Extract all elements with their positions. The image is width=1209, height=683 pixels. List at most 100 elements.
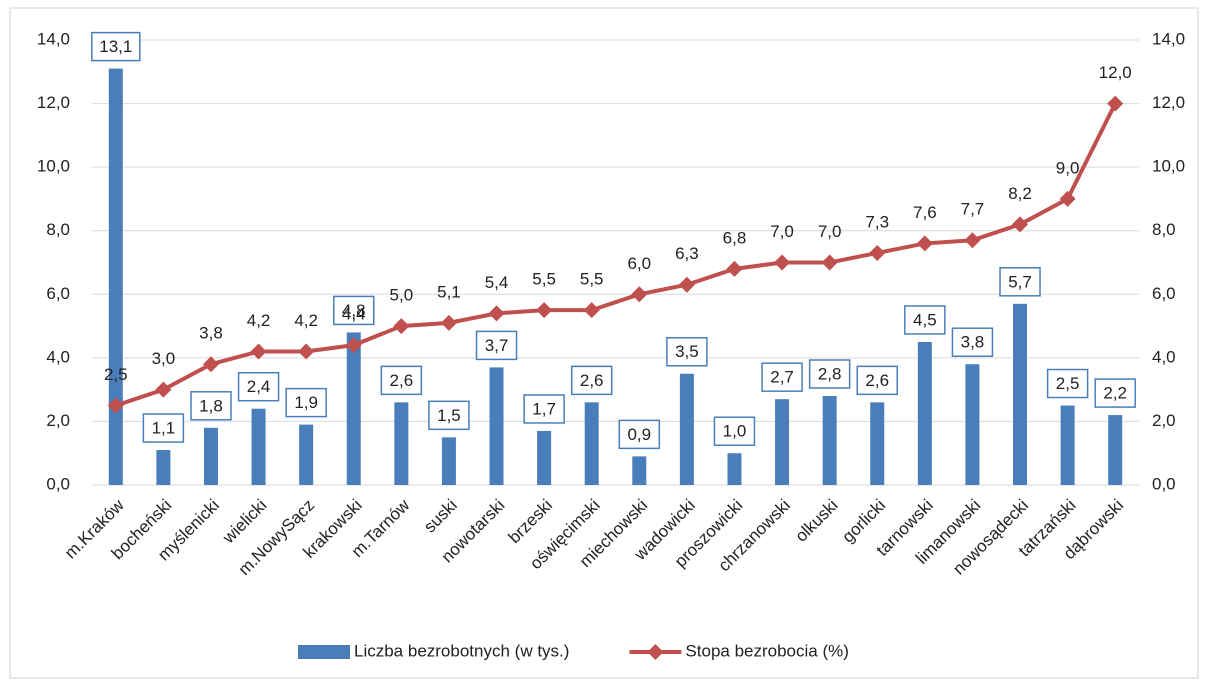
point: [726, 260, 743, 277]
data-label: 2,4: [247, 377, 271, 396]
point: [107, 397, 124, 414]
data-label: 2,8: [818, 364, 842, 383]
point: [440, 314, 457, 331]
point: [536, 302, 553, 319]
data-label: 4,2: [247, 311, 271, 330]
data-label: 3,8: [199, 324, 223, 343]
bar: [727, 453, 742, 485]
bar: [1013, 303, 1028, 485]
data-label-box: [666, 337, 708, 367]
bar: [679, 373, 694, 485]
data-label: 1,0: [723, 422, 747, 441]
y-tick-label: 12,0: [37, 93, 70, 112]
data-label: 9,0: [1056, 158, 1080, 177]
data-label-box: [856, 365, 898, 396]
data-label: 3,8: [961, 333, 985, 352]
data-label-box: [808, 359, 851, 389]
data-label: 5,5: [532, 270, 556, 289]
y-tick-label: 0,0: [46, 474, 70, 493]
data-label: 7,0: [770, 222, 794, 241]
data-label: 2,2: [1103, 384, 1127, 403]
legend-label: Liczba bezrobotnych (w tys.): [354, 641, 569, 660]
data-label: 1,1: [152, 419, 176, 438]
data-label: 1,7: [532, 399, 556, 418]
data-label-box: [285, 387, 327, 418]
bar: [965, 364, 980, 485]
point: [774, 254, 791, 271]
y-tick-label: 8,0: [46, 220, 70, 239]
bar: [156, 450, 171, 485]
data-label-box: [1094, 378, 1136, 408]
data-label: 7,7: [961, 200, 985, 219]
data-label: 8,2: [1008, 184, 1032, 203]
data-label-box: [91, 31, 141, 62]
data-label: 6,0: [627, 254, 651, 273]
bar: [489, 367, 504, 485]
point: [488, 305, 505, 322]
data-label: 7,3: [865, 212, 889, 231]
bar: [203, 427, 218, 485]
point: [250, 343, 267, 360]
y2-tick-label: 8,0: [1152, 220, 1176, 239]
bar: [394, 402, 409, 485]
line: [115, 102, 1117, 408]
data-label: 5,5: [580, 270, 604, 289]
data-label: 4,4: [342, 305, 366, 324]
y2-tick-label: 12,0: [1152, 93, 1185, 112]
data-label: 5,0: [390, 286, 414, 305]
y2-tick-label: 6,0: [1152, 284, 1176, 303]
bar: [822, 396, 837, 485]
data-label: 2,5: [1056, 374, 1080, 393]
data-label: 2,6: [390, 371, 414, 390]
data-label-box: [523, 394, 565, 424]
bar: [299, 424, 314, 485]
data-label: 3,7: [485, 336, 509, 355]
bar: [441, 437, 456, 485]
y-tick-label: 2,0: [46, 411, 70, 430]
data-label-box: [142, 413, 185, 443]
data-label: 7,0: [818, 222, 842, 241]
data-label: 2,5: [104, 365, 128, 384]
point: [821, 254, 838, 271]
bar: [584, 402, 599, 485]
point: [631, 286, 648, 303]
bar: [108, 68, 123, 485]
bar: [251, 408, 266, 485]
point: [393, 318, 410, 335]
bar: [346, 332, 361, 485]
point: [155, 381, 172, 398]
point: [916, 235, 933, 252]
data-label: 1,8: [199, 396, 223, 415]
data-label: 2,6: [865, 371, 889, 390]
data-label: 13,1: [99, 37, 132, 56]
y-tick-label: 10,0: [37, 157, 70, 176]
data-label-box: [618, 419, 661, 450]
data-label: 2,6: [580, 371, 604, 390]
data-label-box: [904, 305, 946, 335]
data-label: 3,0: [152, 349, 176, 368]
y2-tick-label: 2,0: [1152, 411, 1176, 430]
data-label: 12,0: [1099, 63, 1132, 82]
point: [1107, 95, 1124, 112]
data-label: 6,3: [675, 244, 699, 263]
data-label: 1,5: [437, 406, 461, 425]
legend-swatch: [298, 645, 350, 659]
data-label-box: [475, 330, 518, 361]
y2-tick-label: 14,0: [1152, 29, 1185, 48]
data-label-box: [999, 267, 1041, 297]
bar: [917, 341, 932, 485]
y2-tick-label: 4,0: [1152, 347, 1176, 366]
data-label: 1,9: [294, 393, 318, 412]
data-label: 3,5: [675, 342, 699, 361]
data-label-box: [713, 416, 756, 446]
data-label: 4,8: [342, 301, 366, 320]
point: [678, 276, 695, 293]
bar: [870, 402, 885, 485]
data-label: 7,6: [913, 203, 937, 222]
y2-tick-label: 10,0: [1152, 157, 1185, 176]
legend-marker: [647, 644, 664, 660]
data-label: 5,4: [485, 273, 509, 292]
point: [869, 244, 886, 261]
data-label: 4,2: [294, 311, 318, 330]
